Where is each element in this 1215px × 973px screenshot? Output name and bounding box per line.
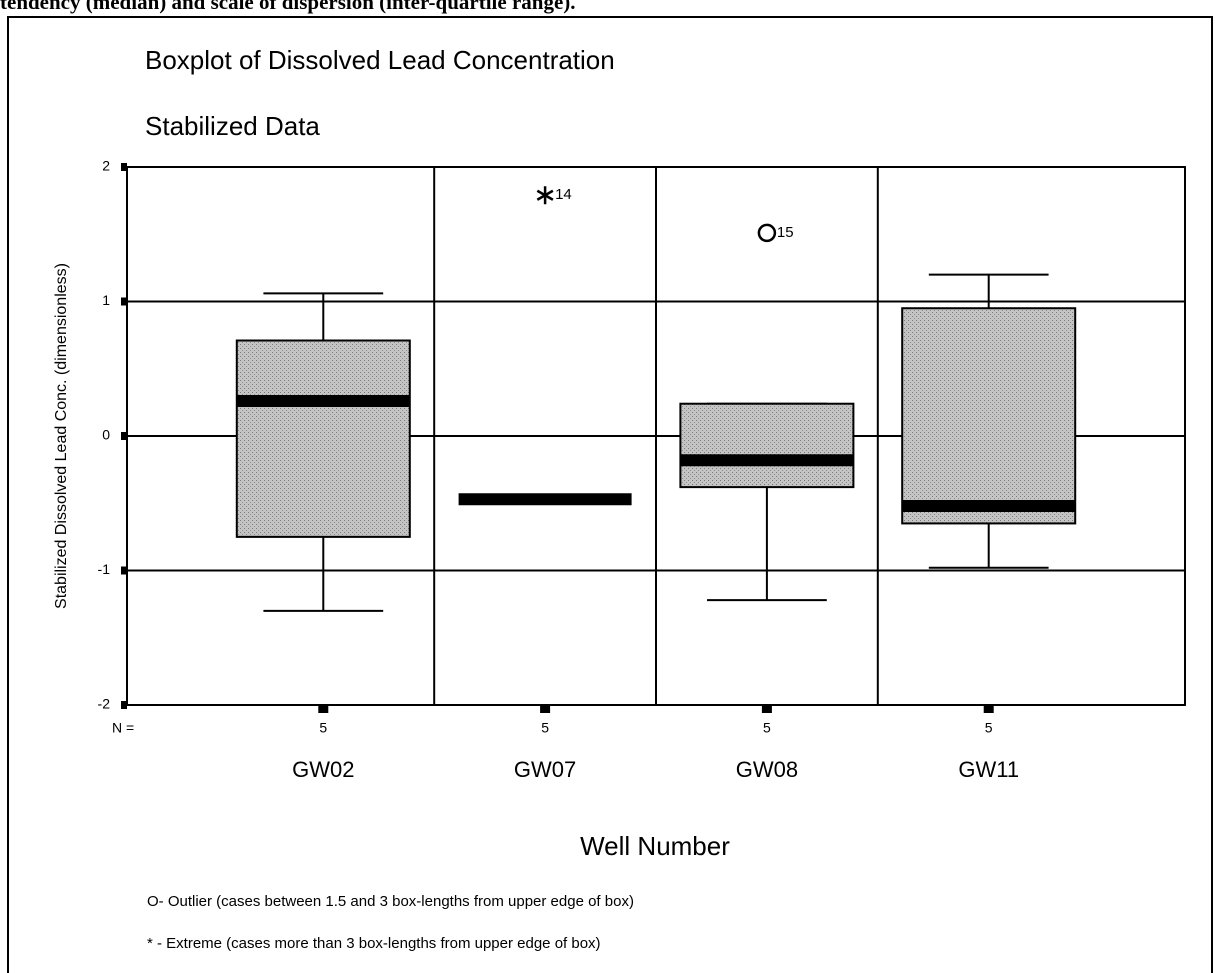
flier-label: 15 [777,224,794,241]
note: * - Extreme (cases more than 3 box-lengt… [147,935,601,952]
x-tick-mark [318,705,329,713]
y-tick-label: 0 [102,427,110,443]
y-tick-mark [121,701,127,709]
caption-fragment: tendency (median) and scale of dispersio… [0,0,576,14]
x-tick-label: GW08 [736,757,798,782]
y-tick-mark [121,566,127,575]
n-value: 5 [985,720,993,736]
note: O- Outlier (cases between 1.5 and 3 box-… [147,893,634,910]
box [901,307,1077,525]
n-value: 5 [319,720,327,736]
y-tick-mark [121,163,127,171]
y-tick-mark [121,297,127,306]
extreme [536,186,554,205]
box [235,339,411,538]
x-tick-mark [983,705,994,713]
frame [7,16,1213,973]
flier-label: 14 [555,186,572,203]
x-tick-mark [761,705,772,713]
n-label: N = [112,720,134,736]
outlier [757,223,777,243]
y-tick-mark [121,432,127,440]
chart-title: Boxplot of Dissolved Lead Concentration [145,45,615,75]
chart-subtitle: Stabilized Data [145,111,320,141]
x-tick-label: GW02 [292,757,354,782]
plot-border [126,166,1186,706]
extreme-stroke [536,189,554,201]
y-tick-label: 2 [102,158,110,174]
n-value: 5 [763,720,771,736]
x-tick-label: GW07 [514,757,576,782]
y-axis-label: Stabilized Dissolved Lead Conc. (dimensi… [53,263,70,609]
x-tick-mark [540,705,551,713]
box [679,402,855,489]
x-tick-label: GW11 [958,757,1019,782]
y-tick-label: 1 [102,292,110,308]
x-axis-label: Well Number [580,831,730,861]
y-tick-label: -1 [98,561,111,577]
y-tick-label: -2 [98,696,111,712]
n-value: 5 [541,720,549,736]
